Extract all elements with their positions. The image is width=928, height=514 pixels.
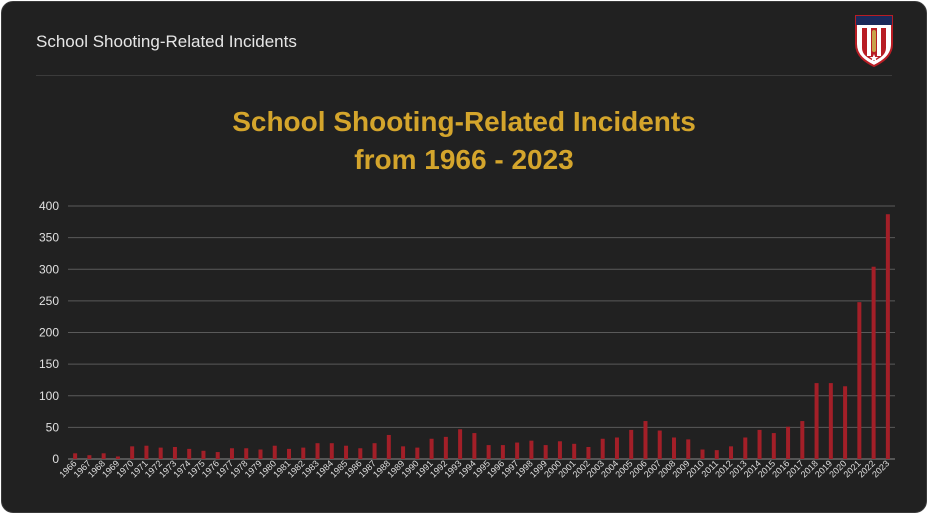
bar [543, 445, 548, 459]
bar [843, 386, 848, 459]
bar [500, 445, 505, 459]
bar [657, 430, 662, 459]
bar [244, 448, 249, 459]
bar [486, 445, 491, 459]
bar [686, 439, 691, 459]
y-tick-label: 100 [39, 389, 59, 403]
bar [443, 436, 448, 459]
bar [885, 214, 890, 459]
bar [287, 448, 292, 459]
y-tick-label: 300 [39, 262, 59, 276]
bar [800, 421, 805, 459]
bar [529, 440, 534, 459]
bar [344, 445, 349, 459]
bar [614, 437, 619, 459]
bar [429, 438, 434, 459]
chart-title-line-1: School Shooting-Related Incidents [232, 106, 696, 137]
bar [386, 434, 391, 459]
header-title: School Shooting-Related Incidents [36, 32, 297, 51]
bar [557, 441, 562, 459]
bar [358, 448, 363, 459]
y-tick-label: 150 [39, 357, 59, 371]
bar [629, 429, 634, 459]
y-tick-label: 400 [39, 199, 59, 213]
bar [172, 446, 177, 459]
y-tick-label: 350 [39, 231, 59, 245]
bar [301, 447, 306, 459]
bar [144, 445, 149, 459]
bar [130, 446, 135, 459]
bar [714, 450, 719, 459]
bar [215, 452, 220, 459]
bar [814, 383, 819, 459]
bar [158, 447, 163, 459]
bar [401, 446, 406, 459]
bar [871, 266, 876, 459]
bar [472, 433, 477, 459]
bar [258, 449, 263, 459]
bar [786, 426, 791, 459]
bar [671, 437, 676, 459]
bar [229, 448, 234, 459]
bar [857, 302, 862, 459]
bar [187, 448, 192, 459]
bar [743, 437, 748, 459]
bar [272, 445, 277, 459]
bar [643, 421, 648, 459]
chart-title-line-2: from 1966 - 2023 [354, 144, 574, 175]
bar [515, 442, 520, 459]
y-tick-label: 200 [39, 326, 59, 340]
bar [700, 449, 705, 459]
bar [572, 443, 577, 459]
bar [757, 429, 762, 459]
bar [372, 443, 377, 459]
bar [315, 443, 320, 459]
bar [329, 443, 334, 459]
bar [828, 383, 833, 459]
ammo-com-logo [855, 15, 893, 68]
bar [458, 429, 463, 459]
bar [729, 446, 734, 459]
x-tick-label: 2023 [870, 458, 891, 479]
bar [115, 456, 120, 459]
bar [771, 433, 776, 459]
y-tick-label: 50 [46, 420, 60, 434]
bar [101, 453, 106, 459]
y-tick-label: 250 [39, 294, 59, 308]
bar [600, 438, 605, 459]
bar [73, 453, 78, 459]
bar [87, 455, 92, 459]
bar [415, 447, 420, 459]
header-divider [36, 75, 892, 76]
bar [586, 446, 591, 459]
y-tick-label: 0 [52, 452, 59, 466]
bar [201, 450, 206, 459]
